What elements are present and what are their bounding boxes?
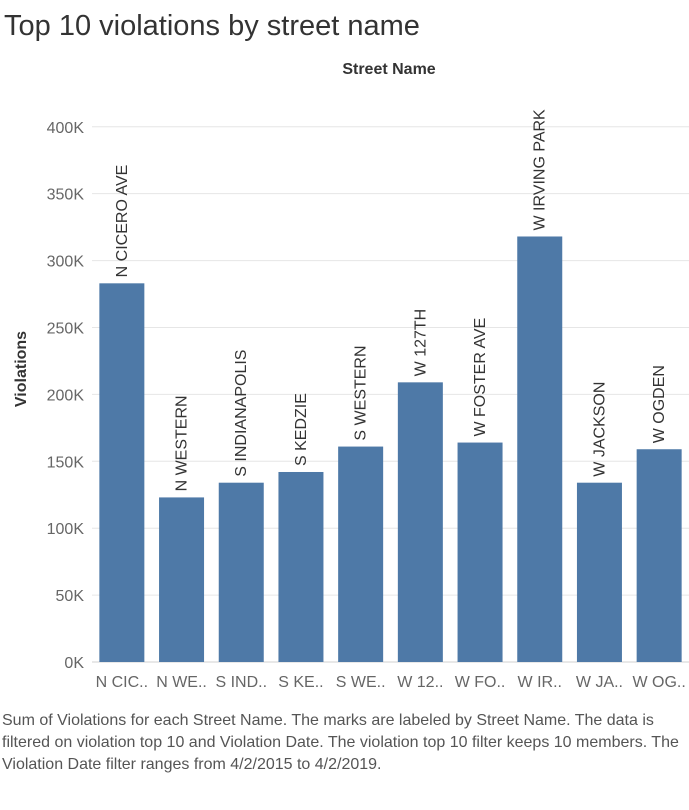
x-tick-label: W IR.. [518, 674, 562, 691]
y-tick-label: 400K [47, 120, 85, 137]
y-tick-label: 250K [47, 320, 85, 337]
y-tick-label: 350K [47, 187, 85, 204]
bar[interactable] [457, 442, 503, 662]
x-tick-label: N CIC.. [96, 674, 148, 691]
x-tick-label: W OG.. [632, 674, 685, 691]
x-tick-label: W 12.. [397, 674, 443, 691]
bar[interactable] [159, 497, 205, 662]
bar-label: W 127TH [412, 309, 429, 377]
y-tick-label: 50K [56, 588, 85, 605]
bar[interactable] [218, 482, 264, 662]
x-tick-label: W JA.. [576, 674, 623, 691]
chart-caption: Sum of Violations for each Street Name. … [2, 712, 679, 773]
bar-label: S WESTERN [353, 345, 370, 440]
y-tick-label: 300K [47, 254, 85, 271]
column-header: Street Name [342, 61, 435, 78]
bar[interactable] [99, 283, 145, 662]
bar[interactable] [517, 236, 563, 662]
x-tick-label: S IND.. [215, 674, 267, 691]
bar-chart: Street Name Violations 0K 50K 100K 150K 200K… [13, 61, 689, 691]
chart-title: Top 10 violations by street name [4, 10, 420, 42]
bar-label: W FOSTER AVE [472, 318, 489, 437]
bar-label: W JACKSON [591, 382, 608, 477]
y-tick-label: 0K [64, 655, 84, 672]
y-axis-label: Violations [13, 331, 30, 407]
bar-label: S INDIANAPOLIS [233, 350, 250, 477]
y-tick-label: 200K [47, 387, 85, 404]
bar[interactable] [636, 449, 682, 662]
x-tick-label: N WE.. [156, 674, 207, 691]
bar[interactable] [397, 382, 443, 662]
y-tick-label: 150K [47, 454, 85, 471]
x-tick-label: W FO.. [455, 674, 506, 691]
bar-label: W IRVING PARK [532, 109, 549, 231]
x-tick-label: S WE.. [336, 674, 386, 691]
bar[interactable] [338, 446, 384, 662]
bar[interactable] [576, 482, 622, 662]
bar-label: N CICERO AVE [114, 165, 131, 278]
y-tick-label: 100K [47, 521, 85, 538]
bar-label: S KEDZIE [293, 393, 310, 466]
x-tick-label: S KE.. [278, 674, 323, 691]
bar[interactable] [278, 471, 324, 662]
bar-label: N WESTERN [174, 395, 191, 491]
bar-label: W OGDEN [651, 365, 668, 443]
